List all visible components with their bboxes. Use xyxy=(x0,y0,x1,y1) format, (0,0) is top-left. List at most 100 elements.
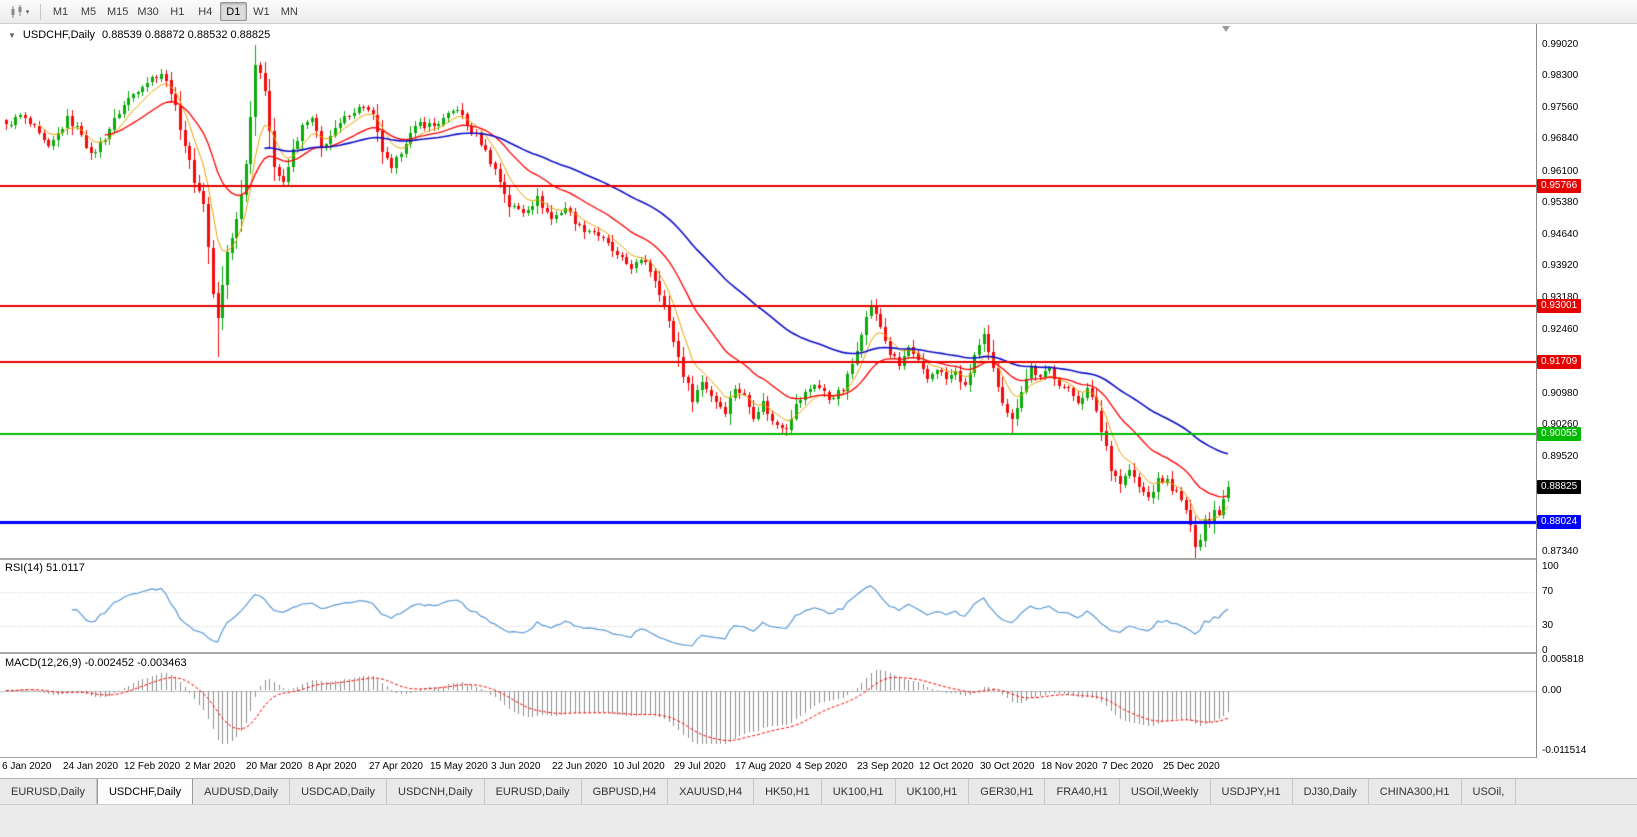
rsi-panel-splitter[interactable] xyxy=(0,558,1537,560)
price-tick-label: 0.96100 xyxy=(1542,166,1579,177)
date-label: 4 Sep 2020 xyxy=(796,761,848,772)
chart-tab-eurusd-daily[interactable]: EURUSD,Daily xyxy=(485,779,582,804)
chart-tab-uk100-h1[interactable]: UK100,H1 xyxy=(822,779,896,804)
date-label: 15 May 2020 xyxy=(430,761,488,772)
rsi-tick-label: 100 xyxy=(1542,561,1559,572)
price-tick-label: 0.93920 xyxy=(1542,260,1579,271)
date-label: 2 Mar 2020 xyxy=(185,761,236,772)
date-label: 8 Apr 2020 xyxy=(308,761,357,772)
toolbar-separator xyxy=(40,3,41,20)
timeframe-button-w1[interactable]: W1 xyxy=(253,6,270,18)
current-price-label: 0.88825 xyxy=(1537,480,1582,494)
rsi-tick-label: 0 xyxy=(1542,645,1548,656)
date-label: 3 Jun 2020 xyxy=(491,761,541,772)
price-chart-canvas[interactable] xyxy=(0,24,1537,558)
chart-shift-marker[interactable] xyxy=(1222,26,1230,32)
chart-tab-ger30-h1[interactable]: GER30,H1 xyxy=(969,779,1046,804)
price-axis[interactable]: 0.99020 0.98300 0.97560 0.96840 0.96100 0.953… xyxy=(1537,24,1637,758)
chart-tab-eurusd-daily[interactable]: EURUSD,Daily xyxy=(0,779,97,804)
macd-tick-label: -0.011514 xyxy=(1542,745,1587,756)
symbol-dropdown-icon: ▼ xyxy=(8,30,16,40)
rsi-indicator-label: RSI(14) 51.0117 xyxy=(5,562,85,574)
date-label: 12 Oct 2020 xyxy=(919,761,974,772)
macd-canvas[interactable] xyxy=(0,654,1537,757)
hline-price-label: 0.95766 xyxy=(1537,179,1582,193)
date-label: 24 Jan 2020 xyxy=(63,761,119,772)
price-tick-label: 0.99020 xyxy=(1542,39,1579,50)
price-tick-label: 0.89520 xyxy=(1542,451,1579,462)
price-tick-label: 0.90260 xyxy=(1542,419,1579,430)
timeframe-button-mn[interactable]: MN xyxy=(280,6,298,18)
chart-type-icon[interactable]: ▾ xyxy=(4,2,34,22)
date-label: 20 Mar 2020 xyxy=(246,761,303,772)
date-label: 7 Dec 2020 xyxy=(1102,761,1154,772)
date-label: 30 Oct 2020 xyxy=(980,761,1035,772)
chart-tab-usdchf-daily[interactable]: USDCHF,Daily xyxy=(96,779,194,804)
chart-symbol-period: USDCHF,Daily xyxy=(22,29,96,41)
chart-tab-fra40-h1[interactable]: FRA40,H1 xyxy=(1045,779,1120,804)
time-axis-border xyxy=(0,757,1537,758)
chart-ohlc-values: 0.88539 0.88872 0.88532 0.88825 xyxy=(102,29,271,41)
price-tick-label: 0.87340 xyxy=(1542,546,1579,557)
timeframe-button-h4[interactable]: H4 xyxy=(198,6,213,18)
hline-price-label: 0.90055 xyxy=(1537,427,1582,441)
timeframe-button-m30[interactable]: M30 xyxy=(137,6,159,18)
timeframe-button-h1[interactable]: H1 xyxy=(170,6,185,18)
timeframe-button-m15[interactable]: M15 xyxy=(107,6,129,18)
chart-tab-usoil-[interactable]: USOil, xyxy=(1462,779,1517,804)
date-label: 27 Apr 2020 xyxy=(369,761,423,772)
timeframe-buttons: M1 M5 M15 M30 H1 H4 D1 W1 MN xyxy=(47,2,303,21)
rsi-tick-label: 70 xyxy=(1542,586,1554,597)
date-label: 6 Jan 2020 xyxy=(2,761,52,772)
chart-tab-hk50-h1[interactable]: HK50,H1 xyxy=(754,779,822,804)
date-label: 17 Aug 2020 xyxy=(735,761,792,772)
timeframe-button-m1[interactable]: M1 xyxy=(52,6,69,18)
date-label: 25 Dec 2020 xyxy=(1163,761,1220,772)
rsi-tick-label: 30 xyxy=(1542,620,1554,631)
price-axis-border xyxy=(1536,24,1537,758)
hline-price-label: 0.93001 xyxy=(1537,299,1582,313)
date-label: 22 Jun 2020 xyxy=(552,761,608,772)
candlestick-glyph xyxy=(11,4,22,18)
rsi-canvas[interactable] xyxy=(0,560,1537,652)
chart-tab-audusd-daily[interactable]: AUDUSD,Daily xyxy=(193,779,291,804)
chart-tab-usdjpy-h1[interactable]: USDJPY,H1 xyxy=(1211,779,1293,804)
chart-tab-usoil-weekly[interactable]: USOil,Weekly xyxy=(1120,779,1211,804)
timeframe-button-d1[interactable]: D1 xyxy=(219,2,247,21)
date-label: 29 Jul 2020 xyxy=(674,761,726,772)
price-tick-label: 0.92460 xyxy=(1542,324,1579,335)
chart-tab-bar: EURUSD,Daily USDCHF,Daily AUDUSD,Daily USDC… xyxy=(0,778,1637,804)
macd-tick-label: 0.005818 xyxy=(1542,654,1584,665)
chevron-down-icon: ▾ xyxy=(25,8,30,16)
hline-price-label: 0.91709 xyxy=(1537,355,1582,369)
chart-tab-china300-h1[interactable]: CHINA300,H1 xyxy=(1369,779,1462,804)
price-tick-label: 0.90980 xyxy=(1542,388,1579,399)
chart-tab-uk100-h1[interactable]: UK100,H1 xyxy=(896,779,970,804)
timeframe-toolbar: ▾ M1 M5 M15 M30 H1 H4 D1 W1 MN xyxy=(0,0,1637,24)
time-axis[interactable]: 6 Jan 2020 24 Jan 2020 12 Feb 2020 2 Mar 20… xyxy=(0,758,1537,778)
chart-title: ▼ USDCHF,Daily 0.88539 0.88872 0.88532 0… xyxy=(8,29,270,41)
chart-tab-dj30-daily[interactable]: DJ30,Daily xyxy=(1293,779,1369,804)
price-tick-label: 0.97560 xyxy=(1542,102,1579,113)
status-strip xyxy=(0,804,1637,837)
price-tick-label: 0.96840 xyxy=(1542,133,1579,144)
chart-tab-usdcnh-daily[interactable]: USDCNH,Daily xyxy=(387,779,485,804)
macd-panel-splitter[interactable] xyxy=(0,652,1537,654)
timeframe-button-m5[interactable]: M5 xyxy=(80,6,97,18)
price-tick-label: 0.95380 xyxy=(1542,197,1579,208)
chart-tab-gbpusd-h4[interactable]: GBPUSD,H4 xyxy=(582,779,669,804)
date-label: 10 Jul 2020 xyxy=(613,761,665,772)
macd-indicator-label: MACD(12,26,9) -0.002452 -0.003463 xyxy=(5,657,187,669)
date-label: 23 Sep 2020 xyxy=(857,761,914,772)
macd-tick-label: 0.00 xyxy=(1542,685,1562,696)
price-tick-label: 0.93180 xyxy=(1542,292,1579,303)
chart-tab-usdcad-daily[interactable]: USDCAD,Daily xyxy=(290,779,388,804)
date-label: 18 Nov 2020 xyxy=(1041,761,1098,772)
chart-tab-xauusd-h4[interactable]: XAUUSD,H4 xyxy=(668,779,755,804)
price-tick-label: 0.98300 xyxy=(1542,70,1579,81)
hline-price-label: 0.88024 xyxy=(1537,515,1582,529)
price-tick-label: 0.94640 xyxy=(1542,229,1579,240)
date-label: 12 Feb 2020 xyxy=(124,761,181,772)
